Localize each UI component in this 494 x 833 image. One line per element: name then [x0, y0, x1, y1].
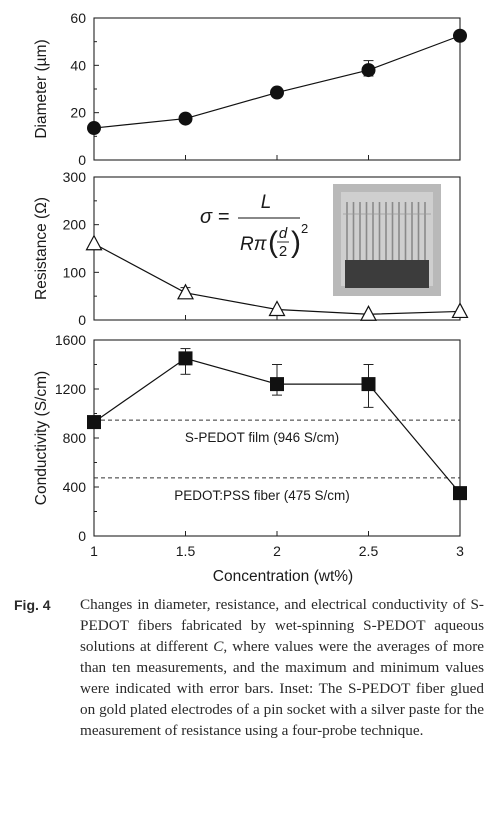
- y-tick-label: 40: [70, 57, 86, 73]
- caption-text-part2: , where values were the averages of more…: [80, 638, 484, 739]
- x-tick-label: 1: [90, 543, 98, 559]
- y-tick-label: 0: [78, 152, 86, 168]
- formula-numerator: L: [261, 192, 272, 213]
- x-tick-label: 2.5: [359, 543, 379, 559]
- series-line: [93, 35, 461, 129]
- formula-denominator: Rπ: [240, 234, 268, 255]
- caption-label: Fig. 4: [14, 597, 51, 613]
- x-axis-label: Concentration (wt%): [213, 568, 353, 585]
- data-point: [361, 377, 376, 392]
- y-tick-label: 0: [78, 528, 86, 544]
- formula-inner-numerator: d: [279, 225, 288, 242]
- y-axis-label: Conductivity (S/cm): [33, 371, 50, 505]
- y-axis-label: Diameter (µm): [33, 39, 50, 138]
- inset-photo: [333, 184, 441, 296]
- y-axis-label: Resistance (Ω): [33, 197, 50, 300]
- data-point: [176, 283, 195, 300]
- data-point: [453, 28, 467, 43]
- data-point: [87, 121, 101, 136]
- data-point: [178, 351, 193, 366]
- y-tick-label: 1600: [55, 332, 86, 348]
- formula-paren-right: ): [291, 226, 301, 259]
- data-point: [453, 486, 467, 501]
- y-tick-label: 1200: [55, 381, 86, 397]
- formula-paren-left: (: [268, 226, 278, 259]
- caption-text: Changes in diameter, resistance, and ele…: [80, 594, 484, 741]
- caption-italic-c: C: [213, 638, 224, 655]
- y-tick-label: 100: [63, 264, 87, 280]
- data-point: [451, 302, 469, 319]
- reference-line-label: PEDOT:PSS fiber (475 S/cm): [174, 488, 350, 503]
- data-point: [270, 377, 284, 392]
- inset-socket: [345, 260, 429, 288]
- formula-exponent: 2: [301, 221, 308, 236]
- data-point: [268, 300, 286, 317]
- panel-resistance: 0 100 200 300 Resistance (Ω) σ = L Rπ(d2) 2: [33, 169, 469, 328]
- formula-lhs: σ =: [200, 206, 229, 228]
- panel-diameter: 0 20 40 60 Diameter (µm): [33, 10, 467, 168]
- y-tick-label: 200: [63, 217, 87, 233]
- y-tick-label: 800: [63, 430, 87, 446]
- y-tick-label: 400: [63, 479, 87, 495]
- x-tick-label: 1.5: [176, 543, 196, 559]
- x-tick-label: 3: [456, 543, 464, 559]
- caption-text-part1: Changes in diameter, resistance, and ele…: [80, 596, 484, 655]
- figure-caption: Fig. 4 Changes in diameter, resistance, …: [14, 594, 484, 741]
- x-tick-label: 2: [273, 543, 281, 559]
- panel-conductivity: 0 400 800 1200 1600 1 1.5 2 2.5 3 Conductivity (S/…: [33, 332, 467, 585]
- data-point: [178, 111, 193, 126]
- reference-line-label: S-PEDOT film (946 S/cm): [185, 430, 339, 445]
- y-tick-label: 300: [63, 169, 87, 185]
- y-tick-label: 60: [70, 10, 86, 26]
- formula-annotation: σ = L Rπ(d2) 2: [200, 192, 308, 260]
- data-point: [85, 234, 103, 251]
- data-point: [359, 305, 378, 321]
- data-point: [270, 85, 284, 100]
- y-tick-label: 0: [78, 312, 86, 328]
- formula-inner-denominator: 2: [279, 243, 287, 260]
- y-tick-label: 20: [70, 105, 86, 121]
- data-point: [87, 415, 101, 430]
- data-point: [361, 63, 376, 78]
